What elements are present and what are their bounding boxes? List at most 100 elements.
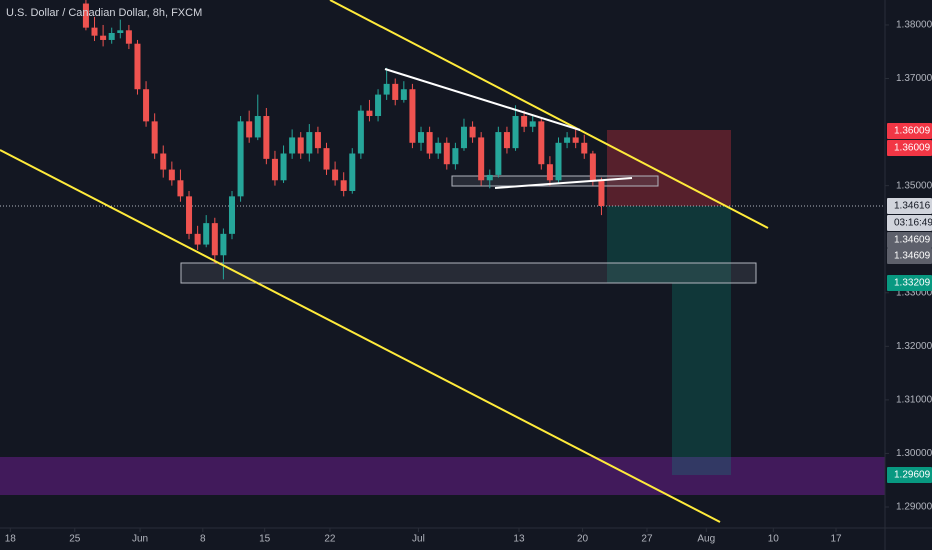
candle-body [297, 137, 304, 154]
x-tick-label: 18 [5, 534, 17, 545]
candle-body [435, 142, 442, 154]
candle-body [314, 132, 321, 149]
stop-zone [607, 130, 731, 206]
candle-body [186, 196, 193, 234]
countdown: 03:16:49 [894, 218, 932, 229]
candle-body [168, 169, 175, 181]
candle-body [564, 137, 571, 143]
trend-line [494, 177, 633, 189]
trend-lines [0, 0, 769, 523]
x-tick-label: 8 [200, 534, 206, 545]
x-tick-label: 15 [259, 534, 271, 545]
candle-body [426, 132, 433, 154]
candle-body [228, 196, 235, 234]
candle-body [263, 116, 270, 159]
price-label: 1.33209 [894, 278, 931, 289]
candle-body [332, 169, 339, 181]
candle-body [409, 89, 416, 143]
support-box [180, 262, 757, 284]
candle-body [443, 142, 450, 165]
x-tick-label: Jul [412, 534, 425, 545]
candle-body [572, 137, 579, 143]
y-tick-label: 1.29000 [896, 502, 932, 513]
candle-body [529, 121, 536, 127]
price-label: 1.34609 [894, 235, 931, 246]
x-tick-label: 20 [577, 534, 589, 545]
candle-body [418, 132, 425, 143]
target-zone [672, 283, 731, 475]
candle-body [538, 121, 545, 165]
candle-body [134, 43, 141, 90]
candle-body [220, 233, 227, 256]
candle-body [452, 148, 459, 165]
candle-body [503, 132, 510, 149]
y-tick-label: 1.35000 [896, 180, 932, 191]
x-tick-label: Aug [697, 534, 715, 545]
candle-body [469, 126, 476, 138]
candle-body [82, 3, 89, 28]
trend-line [384, 68, 581, 131]
candle-body [306, 132, 313, 154]
drawings [0, 130, 885, 495]
x-tick-label: 17 [830, 534, 842, 545]
range-box [451, 175, 659, 187]
price-label-box [887, 198, 932, 214]
candle-body [598, 180, 605, 206]
x-tick-label: 25 [69, 534, 81, 545]
candle-body [143, 89, 150, 122]
candle-body [177, 180, 184, 197]
countdown-box [887, 215, 932, 231]
price-label: 1.34616 [894, 201, 931, 212]
price-label: 1.29609 [894, 470, 931, 481]
y-tick-label: 1.37000 [896, 73, 932, 84]
y-tick-label: 1.30000 [896, 448, 932, 459]
candle-body [521, 116, 528, 127]
candle-body [211, 223, 218, 256]
candle-body [323, 148, 330, 170]
y-tick-label: 1.33000 [896, 287, 932, 298]
candle-body [589, 153, 596, 181]
candles [82, 0, 605, 280]
candle-body [546, 164, 553, 181]
x-tick-label: Jun [132, 534, 148, 545]
candle-body [366, 110, 373, 117]
candle-body [383, 83, 390, 95]
price-label-box [887, 275, 932, 291]
candle-body [375, 94, 382, 117]
candle-body [108, 32, 115, 40]
candle-body [280, 153, 287, 181]
candle-body [289, 137, 296, 154]
candle-body [460, 126, 467, 149]
candle-body [254, 116, 261, 138]
candle-body [271, 158, 278, 181]
candle-body [194, 233, 201, 245]
price-label: 1.36009 [894, 126, 931, 137]
candle-body [349, 153, 356, 191]
price-label: 1.34609 [894, 251, 931, 262]
candle-body [555, 142, 562, 181]
candle-body [581, 142, 588, 154]
candle-body [495, 132, 502, 175]
candle-body [125, 30, 132, 44]
chart-title: U.S. Dollar / Canadian Dollar, 8h, FXCM [6, 7, 202, 19]
candle-body [478, 137, 485, 181]
candle-body [357, 110, 364, 154]
candle-body [512, 116, 519, 149]
price-label: 1.36009 [894, 143, 931, 154]
channel-line [0, 149, 721, 523]
y-tick-label: 1.38000 [896, 20, 932, 31]
price-label-box [887, 248, 932, 264]
candle-body [160, 153, 167, 170]
zone-band [0, 457, 885, 495]
x-tick-label: 10 [768, 534, 780, 545]
y-tick-label: 1.31000 [896, 395, 932, 406]
candle-body [486, 174, 493, 181]
candle-body [151, 121, 158, 154]
candle-body [117, 30, 124, 33]
candle-body [246, 121, 253, 138]
channel-line [329, 0, 769, 229]
x-tick-label: 27 [641, 534, 653, 545]
candle-body [400, 89, 407, 100]
